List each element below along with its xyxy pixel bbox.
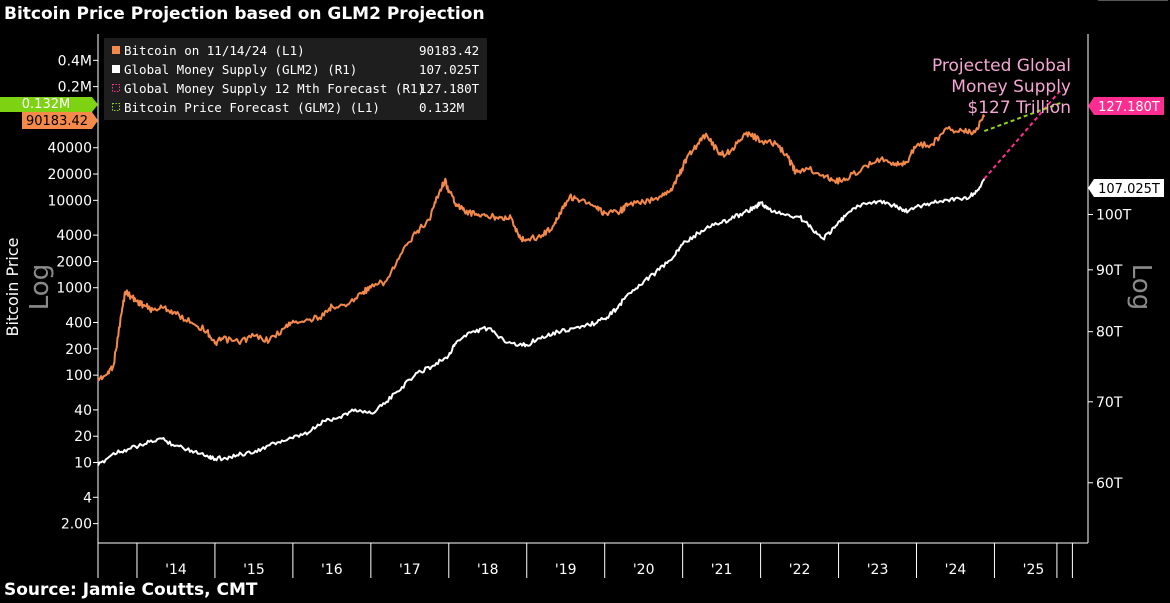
left-tick-label: 2.00 (61, 517, 92, 533)
left-tick-label: 10000 (47, 193, 92, 209)
right-tick-label: 90T (1096, 263, 1123, 279)
badge-gm2-text: 107.025T (1098, 182, 1160, 197)
badge-btc-forecast-shape (0, 97, 98, 112)
left-tick-label: 4000 (56, 228, 92, 244)
projection-annotation: Money Supply (951, 77, 1071, 97)
left-tick-label: 40 (74, 403, 92, 419)
badge-gm2: 107.025T (1088, 179, 1164, 197)
left-axis-scale-word: Log (25, 264, 55, 310)
x-tick-label: '22 (789, 562, 811, 578)
x-tick-label: '18 (477, 562, 499, 578)
right-tick-label: 100T (1096, 207, 1132, 223)
legend-label: Bitcoin Price Forecast (GLM2) (L1) (124, 100, 380, 115)
badge-btc: 90183.42 (22, 112, 98, 129)
badge-btc-shape (22, 112, 98, 129)
left-tick-label: 40000 (47, 141, 92, 157)
left-tick-label: 10 (74, 456, 92, 472)
legend-label: Global Money Supply 12 Mth Forecast (R1) (124, 81, 425, 96)
x-tick-label: '16 (321, 562, 343, 578)
x-tick-label: '19 (555, 562, 577, 578)
badge-btc-forecast: 0.132M (0, 97, 98, 112)
badge-gm2-forecast-text: 127.180T (1098, 100, 1160, 115)
chart-marks (97, 87, 1064, 467)
series-line-forecast-2 (983, 87, 1064, 180)
badge-gm2-shape (1088, 179, 1164, 197)
chart-axes: '14 '15 '16 '17 '18 '19 '20 '21 '22 '23 '24 '25 2.00… (3, 0, 1168, 578)
legend-value: 107.025T (419, 62, 480, 77)
page-title: Bitcoin Price Projection based on GLM2 P… (4, 4, 485, 24)
badge-btc-text: 90183.42 (26, 114, 88, 129)
x-tick-label: '20 (633, 562, 655, 578)
x-tick-label: '14 (165, 562, 187, 578)
left-tick-label: 4 (83, 490, 92, 506)
chart-legend: Bitcoin on 11/14/24 (L1) 90183.42 Global M… (104, 38, 487, 120)
projection-annotation: Projected Global (932, 56, 1071, 76)
left-tick-label: 0.2M (58, 80, 92, 96)
legend-value: 127.180T (419, 81, 480, 96)
left-axis-title: Bitcoin Price (3, 238, 22, 337)
x-tick-label: '15 (243, 562, 265, 578)
left-tick-label: 400 (65, 316, 92, 332)
legend-label: Bitcoin on 11/14/24 (L1) (124, 43, 305, 58)
left-tick-label: 0.4M (58, 53, 92, 69)
badge-btc-forecast-text: 0.132M (22, 97, 70, 112)
legend-box (104, 38, 487, 120)
left-tick-label: 2000 (56, 254, 92, 270)
x-tick-label: '25 (1023, 562, 1045, 578)
legend-label: Global Money Supply (GLM2) (R1) (124, 62, 357, 77)
legend-marker (112, 84, 120, 92)
right-tick-label: 70T (1096, 395, 1123, 411)
x-tick-label: '21 (711, 562, 733, 578)
badge-gm2-forecast: 127.180T (1088, 97, 1164, 115)
left-tick-label: 20000 (47, 167, 92, 183)
right-tick-label: 80T (1096, 325, 1123, 341)
left-tick-label: 1000 (56, 281, 92, 297)
left-tick-label: 200 (65, 342, 92, 358)
right-tick-label: 60T (1096, 476, 1123, 492)
source-note: Source: Jamie Coutts, CMT (4, 580, 258, 600)
badge-gm2-forecast-shape (1088, 97, 1164, 115)
series-line-1 (97, 178, 986, 467)
legend-value: 90183.42 (419, 43, 479, 58)
legend-marker (112, 65, 120, 73)
x-tick-label: '24 (945, 562, 967, 578)
projection-annotation: $127 Trillion (967, 98, 1071, 118)
series-line-0 (97, 114, 986, 382)
legend-marker (112, 103, 120, 111)
x-tick-label: '23 (867, 562, 889, 578)
x-tick-label: '17 (399, 562, 421, 578)
left-tick-label: 20 (74, 429, 92, 445)
right-axis-scale-word: Log (1126, 264, 1156, 310)
left-tick-label: 100 (65, 368, 92, 384)
legend-marker (112, 46, 120, 54)
legend-value: 0.132M (419, 100, 464, 115)
